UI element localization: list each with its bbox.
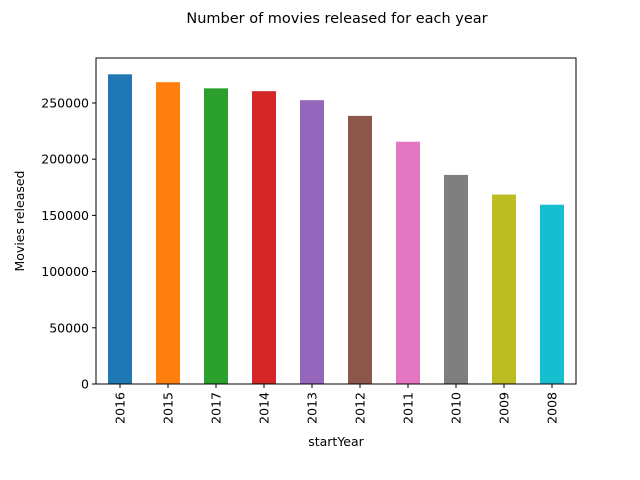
plot-frame <box>95 57 577 385</box>
y-axis-ticks: 0 50000 100000 150000 200000 250000 <box>41 95 96 392</box>
y-tick-label-50000: 50000 <box>49 320 89 335</box>
bar-2013 <box>300 100 324 384</box>
bar-2012 <box>348 115 372 384</box>
x-tick-label-2009: 2009 <box>497 392 512 424</box>
y-tick-label-200000: 200000 <box>41 152 89 167</box>
x-tick-label-2010: 2010 <box>449 392 464 424</box>
bar-2008 <box>540 204 564 384</box>
x-axis-label: startYear <box>308 434 364 449</box>
x-axis-ticks: 2016 2015 2017 2014 2013 2012 2011 2010 2009 2008 <box>113 384 560 424</box>
y-axis-label: Movies released <box>12 171 27 272</box>
x-tick-label-2008: 2008 <box>545 392 560 424</box>
x-tick-label-2011: 2011 <box>401 392 416 424</box>
x-tick-label-2015: 2015 <box>161 392 176 424</box>
y-tick-label-0: 0 <box>81 377 89 392</box>
x-tick-label-2014: 2014 <box>257 392 272 424</box>
bar-2016 <box>108 74 132 385</box>
y-tick-label-250000: 250000 <box>41 95 89 110</box>
x-tick-label-2013: 2013 <box>305 392 320 424</box>
y-tick-label-150000: 150000 <box>41 208 89 223</box>
bar-2010 <box>444 174 468 384</box>
bar-2009 <box>492 194 516 384</box>
bar-2015 <box>156 82 180 385</box>
bar-2017 <box>204 88 228 384</box>
y-tick-label-100000: 100000 <box>41 264 89 279</box>
chart-title: Number of movies released for each year <box>186 11 487 27</box>
x-tick-label-2012: 2012 <box>353 392 368 424</box>
bars-group <box>108 74 564 385</box>
bar-2011 <box>396 141 420 384</box>
bar-2014 <box>252 91 276 384</box>
x-tick-label-2017: 2017 <box>209 392 224 424</box>
x-tick-label-2016: 2016 <box>113 392 128 424</box>
